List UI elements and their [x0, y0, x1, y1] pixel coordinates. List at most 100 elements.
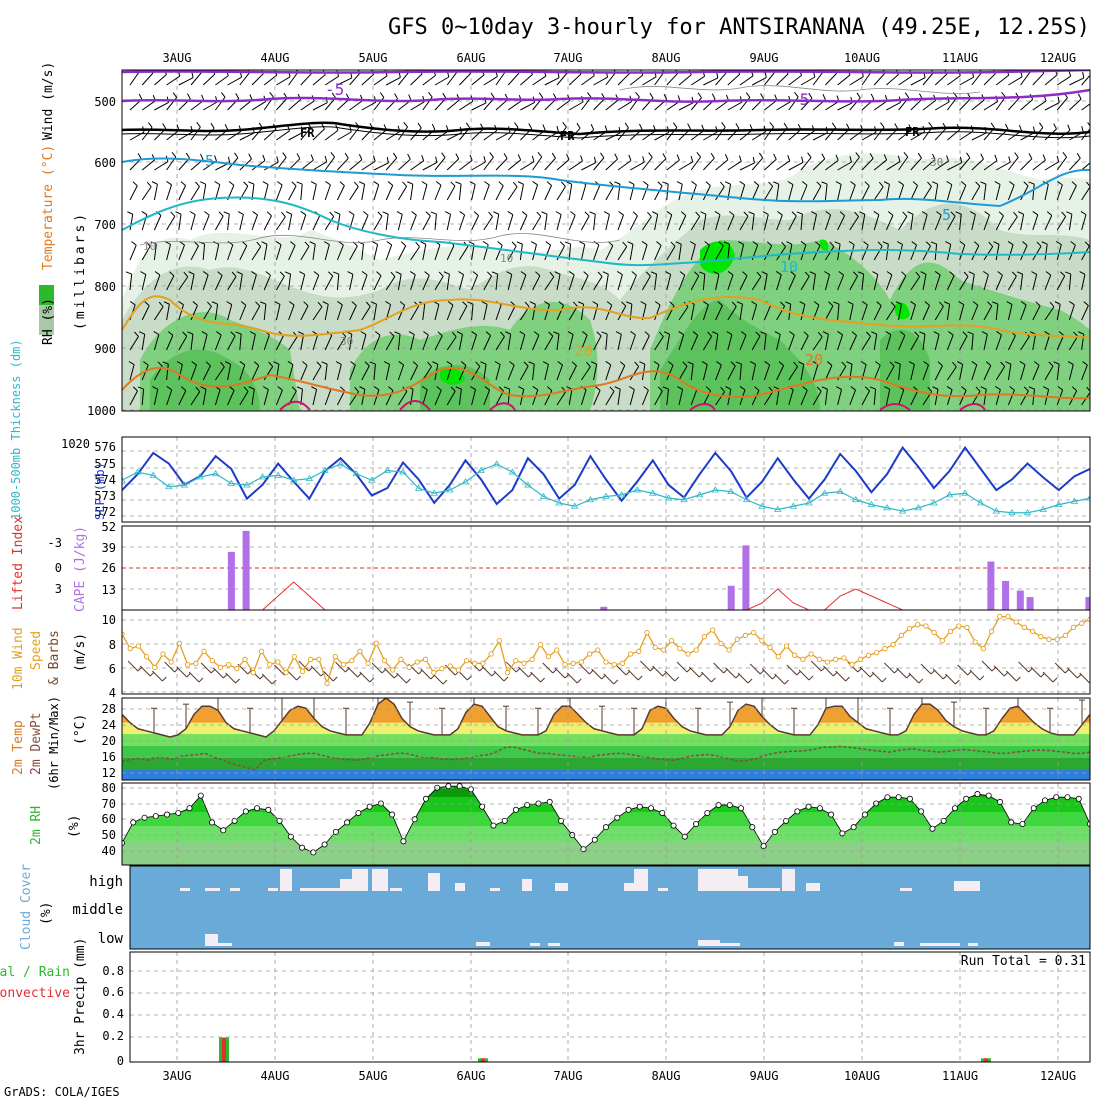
wind-barb [605, 274, 609, 291]
wind-barb [788, 389, 794, 406]
wind-barb [1045, 271, 1052, 276]
rh-markers [122, 783, 1090, 856]
wind-barb [860, 361, 867, 365]
cape-bar [1026, 597, 1034, 610]
wind-barb [922, 99, 937, 111]
wind-barb [662, 153, 667, 159]
wind-barb [263, 215, 272, 231]
wind-barb [861, 71, 872, 86]
wind-barb [361, 184, 366, 201]
wind-barb [349, 72, 361, 86]
wind-barb [532, 75, 547, 86]
wind-barb [804, 271, 810, 277]
wind-barb [861, 185, 870, 201]
wind-barb [310, 665, 322, 677]
wind-barb [739, 215, 749, 231]
wind-barb [339, 181, 345, 186]
wind-barb [422, 184, 428, 201]
wind-barb [484, 181, 490, 186]
wind-barb [959, 156, 963, 163]
wind-speed-marker [767, 644, 773, 650]
wind-barb [459, 211, 465, 216]
wind-barb [1018, 661, 1029, 673]
wind-barb [469, 154, 473, 161]
wind-barb [153, 274, 161, 291]
wind-barb [861, 336, 871, 351]
wind-barb [300, 246, 310, 261]
wind-barb [471, 128, 484, 141]
wind-barb [385, 335, 395, 351]
cloud-low-bar [218, 943, 232, 946]
svg-text:3: 3 [55, 582, 62, 596]
wind-barb [775, 271, 782, 276]
wind-barb [1020, 364, 1026, 381]
wind-barb [945, 241, 951, 245]
wind-barb [218, 211, 224, 217]
wind-barb [446, 99, 460, 111]
wind-barb [407, 153, 411, 160]
wind-barb [503, 386, 510, 390]
wind-barb [838, 271, 844, 276]
rh-marker [231, 817, 238, 824]
lifted-index-series [122, 581, 1090, 610]
wind-barb [776, 73, 789, 86]
wind-barb [180, 386, 187, 391]
wind-barb [672, 122, 678, 128]
wind-barb [603, 673, 615, 685]
rh-panel: 80 70 60 50 40 2m RH (%) [29, 781, 1091, 866]
wind-barb [883, 181, 890, 185]
wind-barb [385, 301, 391, 306]
svg-text:& Barbs: & Barbs [47, 630, 62, 685]
wind-barb [943, 301, 950, 305]
wind-barb [288, 245, 296, 261]
wind-barb [206, 301, 212, 307]
wind-barb [1055, 241, 1062, 245]
wind-barb [897, 155, 901, 162]
precip-convective-bar [222, 1037, 226, 1062]
wind-barb [1094, 102, 1100, 110]
wind-barb [800, 364, 805, 381]
wind-barb [928, 122, 933, 128]
wind-barb [349, 245, 358, 261]
wind-barb [458, 334, 463, 351]
wind-barb [948, 331, 954, 336]
rh-marker [794, 808, 801, 815]
wind-barb [810, 660, 822, 672]
thickness-marker [805, 499, 813, 506]
wind-barb [541, 211, 548, 215]
wind-barb [296, 675, 301, 681]
wind-barb [387, 181, 394, 186]
wind-barb [809, 271, 816, 275]
wind-barb [617, 101, 632, 111]
wind-barb [910, 304, 916, 321]
wind-barb [544, 214, 548, 231]
thickness-marker [742, 495, 751, 503]
cloud-high-bar [390, 888, 402, 891]
rh-marker [918, 808, 925, 815]
svg-text:13: 13 [102, 583, 116, 597]
wind-barb [497, 241, 503, 246]
wind-barb [428, 92, 433, 98]
thickness-marker [930, 499, 938, 506]
wind-barb [568, 271, 575, 276]
wind-barb [627, 241, 634, 245]
wind-barb [789, 331, 795, 336]
wind-barb [788, 184, 794, 201]
rh-marker [445, 783, 452, 790]
wind-barb [507, 389, 511, 406]
wind-barb [1068, 185, 1077, 201]
svg-text:60: 60 [102, 812, 116, 826]
wind-barb [1091, 182, 1096, 185]
wind-barb [402, 181, 408, 187]
wind-barb [471, 366, 481, 381]
wind-barb [760, 93, 764, 99]
wind-barb [570, 211, 576, 216]
wind-barb [467, 301, 474, 305]
wind-barb [248, 386, 255, 390]
wind-barb [432, 361, 438, 365]
svg-text:574: 574 [94, 473, 116, 487]
wind-barb [773, 153, 777, 160]
wind-speed-marker [1054, 636, 1060, 642]
wind-barb [763, 391, 774, 406]
cloud-level-low: low [98, 931, 124, 947]
